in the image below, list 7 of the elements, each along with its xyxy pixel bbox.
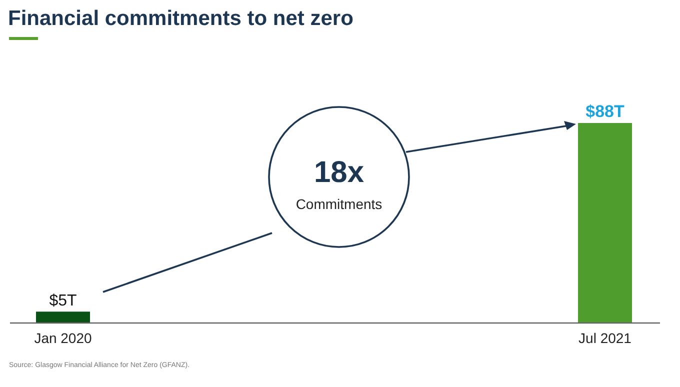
annotation: 18x	[314, 156, 364, 189]
x-tick-label: Jul 2021	[578, 330, 632, 346]
x-tick-label: Jan 2020	[34, 330, 92, 346]
data-label: $88T	[586, 102, 625, 121]
chart-title: Financial commitments to net zero	[8, 7, 354, 30]
annotation: Commitments	[296, 196, 382, 212]
data-label: $5T	[49, 292, 78, 310]
